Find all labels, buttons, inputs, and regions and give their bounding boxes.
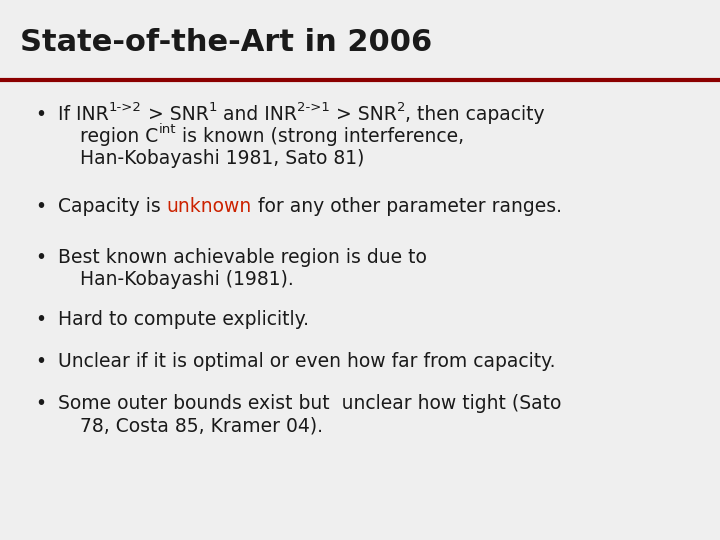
Text: Han-Kobayashi (1981).: Han-Kobayashi (1981). [80, 270, 294, 289]
Text: State-of-the-Art in 2006: State-of-the-Art in 2006 [20, 28, 432, 57]
Text: unknown: unknown [167, 197, 252, 216]
Text: and INR: and INR [217, 105, 297, 124]
Text: •: • [35, 197, 46, 216]
Text: Some outer bounds exist but  unclear how tight (Sato: Some outer bounds exist but unclear how … [58, 394, 562, 413]
Text: •: • [35, 394, 46, 413]
Text: Best known achievable region is due to: Best known achievable region is due to [58, 248, 427, 267]
Text: 1->2: 1->2 [109, 101, 142, 114]
Text: 2->1: 2->1 [297, 101, 330, 114]
Text: •: • [35, 352, 46, 371]
Text: •: • [35, 310, 46, 329]
Text: region C: region C [80, 127, 158, 146]
Text: , then capacity: , then capacity [405, 105, 545, 124]
Text: > SNR: > SNR [142, 105, 209, 124]
Text: 78, Costa 85, Kramer 04).: 78, Costa 85, Kramer 04). [80, 416, 323, 435]
Text: •: • [35, 248, 46, 267]
Text: 1: 1 [209, 101, 217, 114]
Text: > SNR: > SNR [330, 105, 397, 124]
Text: Capacity is: Capacity is [58, 197, 167, 216]
Text: 2: 2 [397, 101, 405, 114]
Text: for any other parameter ranges.: for any other parameter ranges. [252, 197, 562, 216]
Text: int: int [158, 123, 176, 136]
Text: Han-Kobayashi 1981, Sato 81): Han-Kobayashi 1981, Sato 81) [80, 149, 364, 168]
Text: Unclear if it is optimal or even how far from capacity.: Unclear if it is optimal or even how far… [58, 352, 556, 371]
Text: If INR: If INR [58, 105, 109, 124]
Text: Hard to compute explicitly.: Hard to compute explicitly. [58, 310, 309, 329]
Text: is known (strong interference,: is known (strong interference, [176, 127, 464, 146]
Text: •: • [35, 105, 46, 124]
